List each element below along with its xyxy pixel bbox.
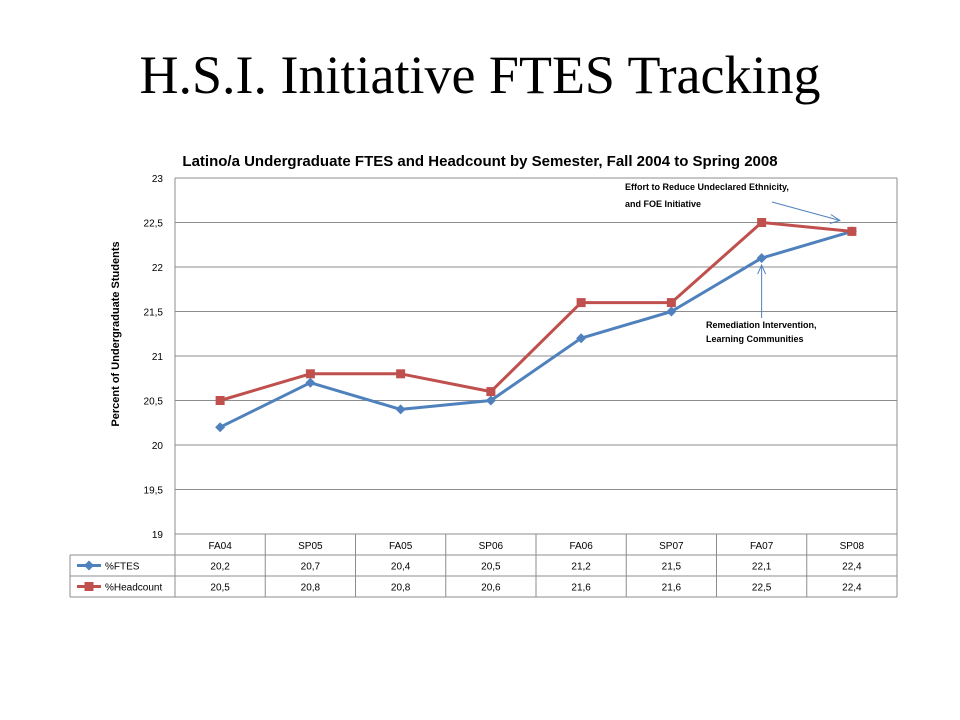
- annotation-2-arrowhead: [757, 263, 767, 275]
- legend-entry: %FTES: [105, 562, 140, 573]
- y-tick-label: 21: [152, 352, 164, 363]
- data-label: 21,5: [662, 562, 682, 573]
- annotation-2-line-2: Learning Communities: [706, 334, 804, 344]
- data-point: [757, 218, 767, 227]
- data-point: [395, 404, 406, 415]
- data-label: 22,1: [752, 562, 772, 573]
- annotations: Effort to Reduce Undeclared Ethnicity, an…: [625, 182, 842, 344]
- legend-entry: %Headcount: [105, 583, 162, 594]
- data-point: [305, 369, 315, 379]
- annotation-1-line-2: and FOE Initiative: [625, 199, 701, 209]
- data-label: 20,5: [481, 562, 501, 573]
- chart-title: Latino/a Undergraduate FTES and Headcoun…: [182, 153, 777, 170]
- series-line-2: [219, 221, 853, 402]
- y-axis-label: Percent of Undergraduate Students: [110, 241, 122, 426]
- data-point: [576, 298, 586, 308]
- data-point: [215, 396, 225, 405]
- data-label: 20,4: [391, 562, 411, 573]
- data-point: [215, 422, 226, 433]
- y-tick-label: 22,5: [144, 219, 164, 230]
- data-point: [305, 377, 316, 388]
- annotation-1-line-1: Effort to Reduce Undeclared Ethnicity,: [625, 182, 789, 192]
- data-label: 20,2: [210, 562, 230, 573]
- data-label: 21,6: [662, 583, 682, 594]
- data-point: [396, 369, 406, 379]
- data-label: 21,2: [571, 562, 591, 573]
- y-tick-label: 19,5: [144, 486, 164, 497]
- data-label: 22,4: [842, 583, 862, 594]
- data-label: 20,8: [391, 583, 411, 594]
- y-tick-label: 21,5: [144, 308, 164, 319]
- x-tick-label: FA04: [208, 541, 232, 552]
- x-tick-label: FA07: [750, 541, 774, 552]
- y-tick-label: 20,5: [144, 397, 164, 408]
- data-label: 20,7: [301, 562, 321, 573]
- data-point: [576, 333, 587, 344]
- series-group: [215, 218, 857, 433]
- data-point: [666, 306, 677, 317]
- data-label: 20,5: [210, 583, 230, 594]
- data-point: [756, 253, 767, 264]
- data-label: 21,6: [571, 583, 591, 594]
- data-label: 22,4: [842, 562, 862, 573]
- annotation-1-arrow: [771, 201, 841, 221]
- y-axis-ticks: 19 19,5 20 20,5 21 21,5 22 22,5 23: [144, 174, 164, 541]
- x-tick-label: SP08: [840, 541, 865, 552]
- slide-title: H.S.I. Initiative FTES Tracking: [139, 45, 821, 105]
- annotation-2-line-1: Remediation Intervention,: [706, 320, 817, 330]
- data-point: [666, 298, 676, 308]
- y-tick-label: 23: [152, 174, 164, 185]
- data-label: 22,5: [752, 583, 772, 594]
- x-tick-label: SP07: [659, 541, 684, 552]
- legend-swatch-marker: [84, 560, 94, 571]
- x-tick-label: FA06: [569, 541, 593, 552]
- data-point: [485, 395, 496, 406]
- y-tick-label: 19: [152, 530, 164, 541]
- data-point: [486, 387, 496, 397]
- data-point: [847, 226, 857, 236]
- gridlines: [174, 177, 898, 535]
- annotation-1-arrowhead: [829, 214, 842, 224]
- data-label: 20,6: [481, 583, 501, 594]
- y-tick-label: 20: [152, 441, 164, 452]
- x-tick-label: SP05: [298, 541, 323, 552]
- data-table: FA04 SP05 FA05 SP06 FA06 SP07 FA07 SP08 %FTES 20,…: [69, 533, 898, 598]
- series-line-1: [219, 229, 853, 429]
- x-tick-label: FA05: [389, 541, 413, 552]
- data-label: 20,8: [301, 583, 321, 594]
- y-tick-label: 22: [152, 263, 164, 274]
- legend-swatch-marker: [84, 582, 94, 591]
- x-tick-label: SP06: [479, 541, 504, 552]
